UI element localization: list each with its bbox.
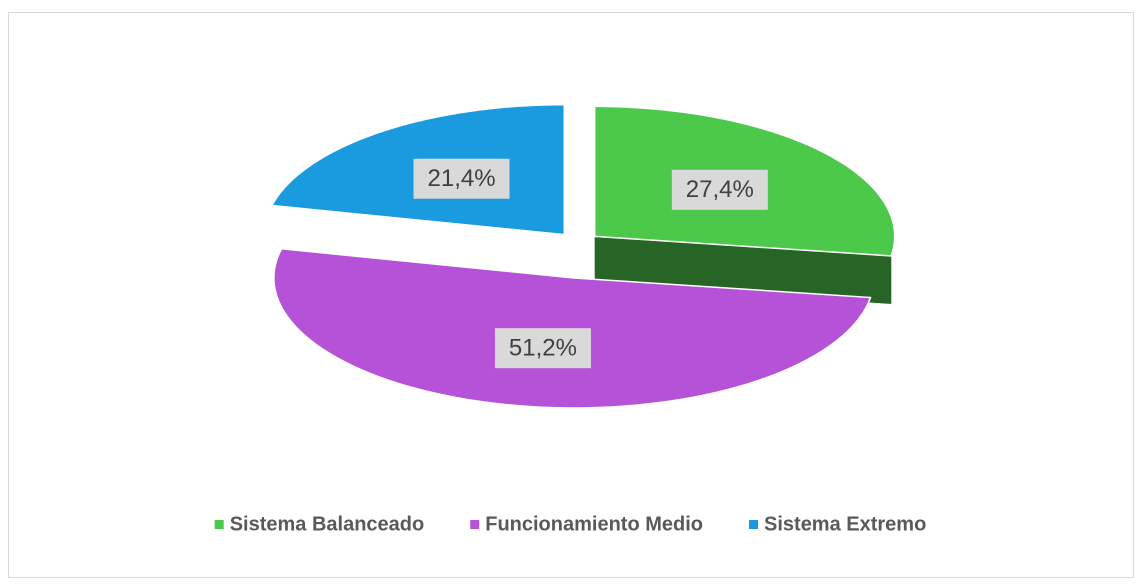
data-label-box bbox=[413, 158, 510, 199]
legend-swatch bbox=[749, 520, 759, 529]
data-label: 51,2% bbox=[509, 335, 577, 362]
data-label-box bbox=[494, 328, 591, 369]
legend-label: Sistema Extremo bbox=[764, 513, 926, 535]
data-label-box bbox=[671, 169, 768, 210]
legend-label: Funcionamiento Medio bbox=[485, 513, 703, 535]
legend-label: Sistema Balanceado bbox=[230, 513, 425, 535]
data-label: 27,4% bbox=[686, 176, 754, 203]
legend: Sistema Balanceado Funcionamiento Medio Si… bbox=[214, 513, 926, 535]
legend-swatch bbox=[214, 520, 224, 529]
data-label: 21,4% bbox=[428, 165, 496, 192]
legend-swatch bbox=[470, 520, 480, 529]
